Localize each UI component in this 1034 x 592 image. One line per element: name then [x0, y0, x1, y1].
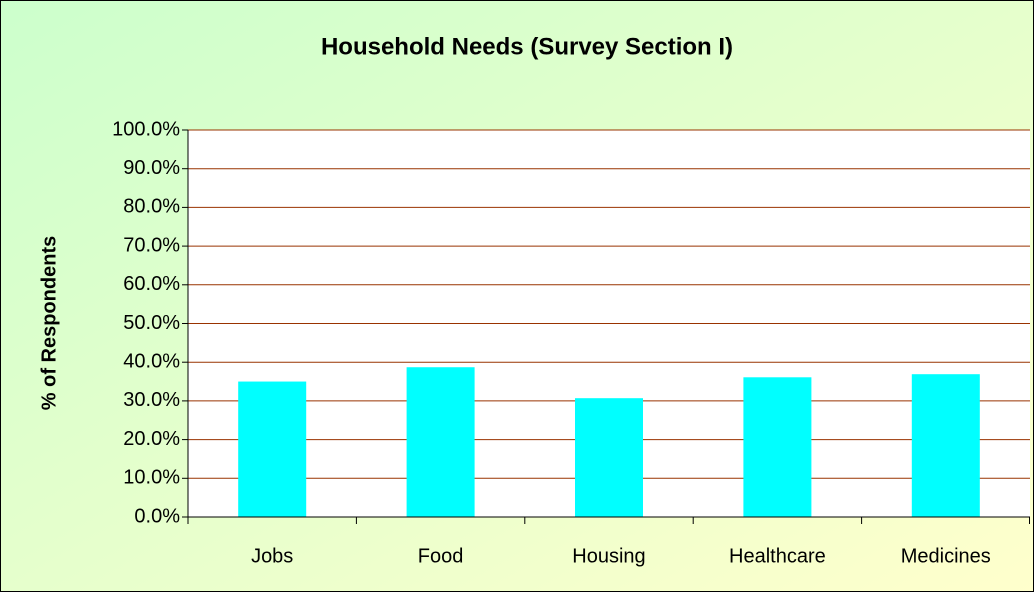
y-tick-label: 20.0% — [123, 428, 180, 450]
y-tick-label: 10.0% — [123, 467, 180, 489]
x-tick-label: Healthcare — [729, 545, 826, 567]
bar — [743, 377, 812, 517]
y-axis-label: % of Respondents — [38, 236, 60, 410]
y-tick-label: 40.0% — [123, 350, 180, 372]
bar — [406, 367, 475, 517]
y-tick-label: 60.0% — [123, 273, 180, 295]
bar — [575, 398, 643, 517]
y-tick-label: 30.0% — [123, 389, 180, 411]
chart-title: Household Needs (Survey Section I) — [321, 33, 733, 60]
x-tick-label: Jobs — [251, 545, 293, 567]
x-tick-label: Housing — [572, 545, 645, 567]
y-tick-label: 0.0% — [134, 505, 180, 527]
y-tick-label: 80.0% — [123, 196, 180, 218]
y-tick-label: 70.0% — [123, 234, 180, 256]
y-tick-label: 90.0% — [123, 157, 180, 179]
y-tick-label: 100.0% — [112, 118, 180, 140]
x-tick-label: Food — [418, 545, 464, 567]
bar — [238, 381, 307, 517]
y-tick-label: 50.0% — [123, 312, 180, 334]
bar — [911, 374, 980, 517]
x-tick-label: Medicines — [901, 545, 991, 567]
